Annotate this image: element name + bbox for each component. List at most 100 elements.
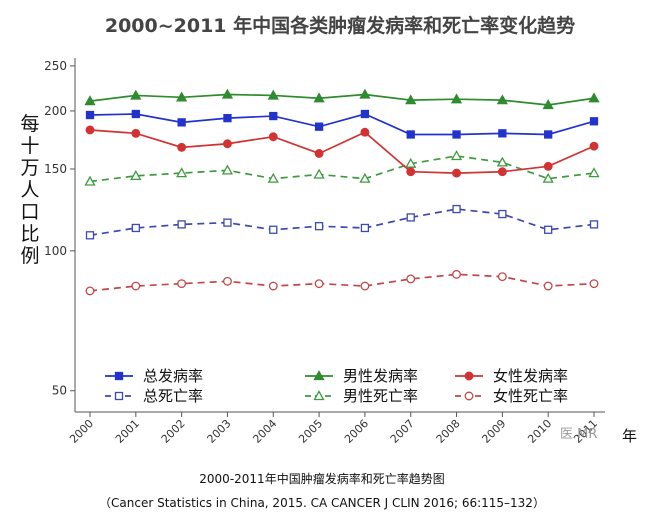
legend-label: 男性发病率 [343, 367, 418, 385]
chart-title: 2000~2011 年中国各类肿瘤发病率和死亡率变化趋势 [105, 14, 575, 37]
data-point [221, 164, 234, 175]
series-line [89, 155, 595, 183]
data-point [268, 281, 278, 291]
data-point [268, 132, 278, 142]
x-tick-label: 2008 [434, 417, 463, 446]
figure-caption: 2000-2011年中国肿瘤发病率和死亡率趋势图 [199, 471, 444, 486]
data-point [543, 281, 553, 291]
legend-item: 总发病率 [105, 367, 203, 385]
series-3 [84, 88, 600, 110]
data-point [314, 222, 324, 231]
x-tick-label: 2005 [296, 417, 325, 446]
data-point [359, 88, 371, 99]
y-axis-label-char: 万 [20, 157, 39, 179]
legend-item: 总死亡率 [105, 387, 203, 405]
series-5 [85, 125, 599, 178]
data-point [496, 156, 508, 167]
data-point [85, 286, 95, 296]
data-point [313, 168, 325, 179]
data-point [452, 130, 461, 139]
x-tick-label: 2000 [67, 417, 96, 446]
data-point [130, 89, 142, 100]
data-point [131, 109, 140, 119]
y-tick-label: 150 [44, 162, 67, 176]
data-point [84, 95, 96, 106]
legend-marker [114, 371, 124, 381]
data-point [313, 92, 325, 103]
data-point [314, 279, 324, 289]
series-line [89, 113, 595, 136]
data-point [450, 93, 463, 104]
figure-source: （Cancer Statistics in China, 2015. CA CA… [99, 496, 545, 510]
y-tick-label: 50 [52, 384, 67, 398]
y-tick-label: 200 [44, 104, 67, 118]
data-point [85, 110, 95, 120]
data-point [131, 223, 140, 233]
y-axis-label-char: 十 [20, 135, 39, 157]
series-2 [85, 204, 599, 240]
data-point [406, 130, 415, 139]
data-point [498, 129, 507, 138]
y-axis-label-char: 比 [20, 223, 39, 245]
legend-item: 男性死亡率 [305, 387, 418, 405]
x-tick-label: 2006 [342, 417, 371, 446]
plot-frame [74, 58, 605, 413]
y-axis-label-char: 例 [20, 245, 39, 267]
legend-marker [464, 391, 474, 401]
series-1 [85, 109, 599, 139]
data-point [130, 170, 142, 181]
data-point [496, 94, 508, 105]
watermark: 医 MR [560, 427, 597, 442]
legend-label: 女性死亡率 [493, 387, 568, 405]
series-line [89, 208, 595, 237]
series-4 [84, 150, 600, 186]
data-point [177, 220, 186, 229]
data-point [360, 281, 370, 291]
data-point [84, 175, 96, 186]
series-layer [84, 88, 600, 296]
data-point [497, 167, 507, 177]
x-axis-ticks: 2000 2001 2002 2003 2004 2005 2006 2007 2008 2009… [67, 412, 600, 446]
data-point [223, 139, 232, 149]
legend-marker [464, 371, 474, 381]
data-point [131, 128, 141, 138]
y-axis-label-char: 人 [20, 179, 39, 201]
legend-label: 女性发病率 [493, 367, 568, 385]
data-point [542, 172, 554, 183]
legend-item: 男性发病率 [305, 367, 418, 385]
data-point [405, 94, 417, 105]
data-point [498, 209, 507, 219]
data-point [131, 281, 141, 291]
data-point [450, 150, 463, 161]
series-line [89, 93, 595, 106]
data-point [405, 157, 417, 168]
data-point [452, 269, 461, 279]
data-point [544, 130, 553, 139]
x-axis-unit: 年 [622, 427, 637, 445]
x-tick-label: 2009 [479, 417, 508, 446]
data-point [176, 167, 188, 178]
legend-marker [313, 390, 325, 401]
x-tick-label: 2001 [113, 417, 142, 446]
data-point [177, 142, 187, 152]
x-tick-label: 2010 [525, 417, 554, 446]
data-point [221, 88, 234, 99]
data-point [452, 204, 461, 214]
data-point [589, 220, 599, 229]
legend-item: 女性死亡率 [455, 387, 568, 405]
data-point [360, 223, 370, 233]
data-point [589, 117, 599, 126]
legend-marker [114, 391, 124, 401]
data-point [314, 122, 324, 131]
legend-label: 总死亡率 [143, 387, 203, 405]
data-point [359, 172, 371, 183]
data-point [588, 92, 600, 103]
data-point [223, 218, 232, 227]
data-point [542, 99, 554, 110]
data-point [543, 161, 553, 171]
legend-label: 总发病率 [143, 367, 203, 385]
x-tick-label: 2003 [205, 417, 234, 446]
data-point [85, 125, 95, 135]
